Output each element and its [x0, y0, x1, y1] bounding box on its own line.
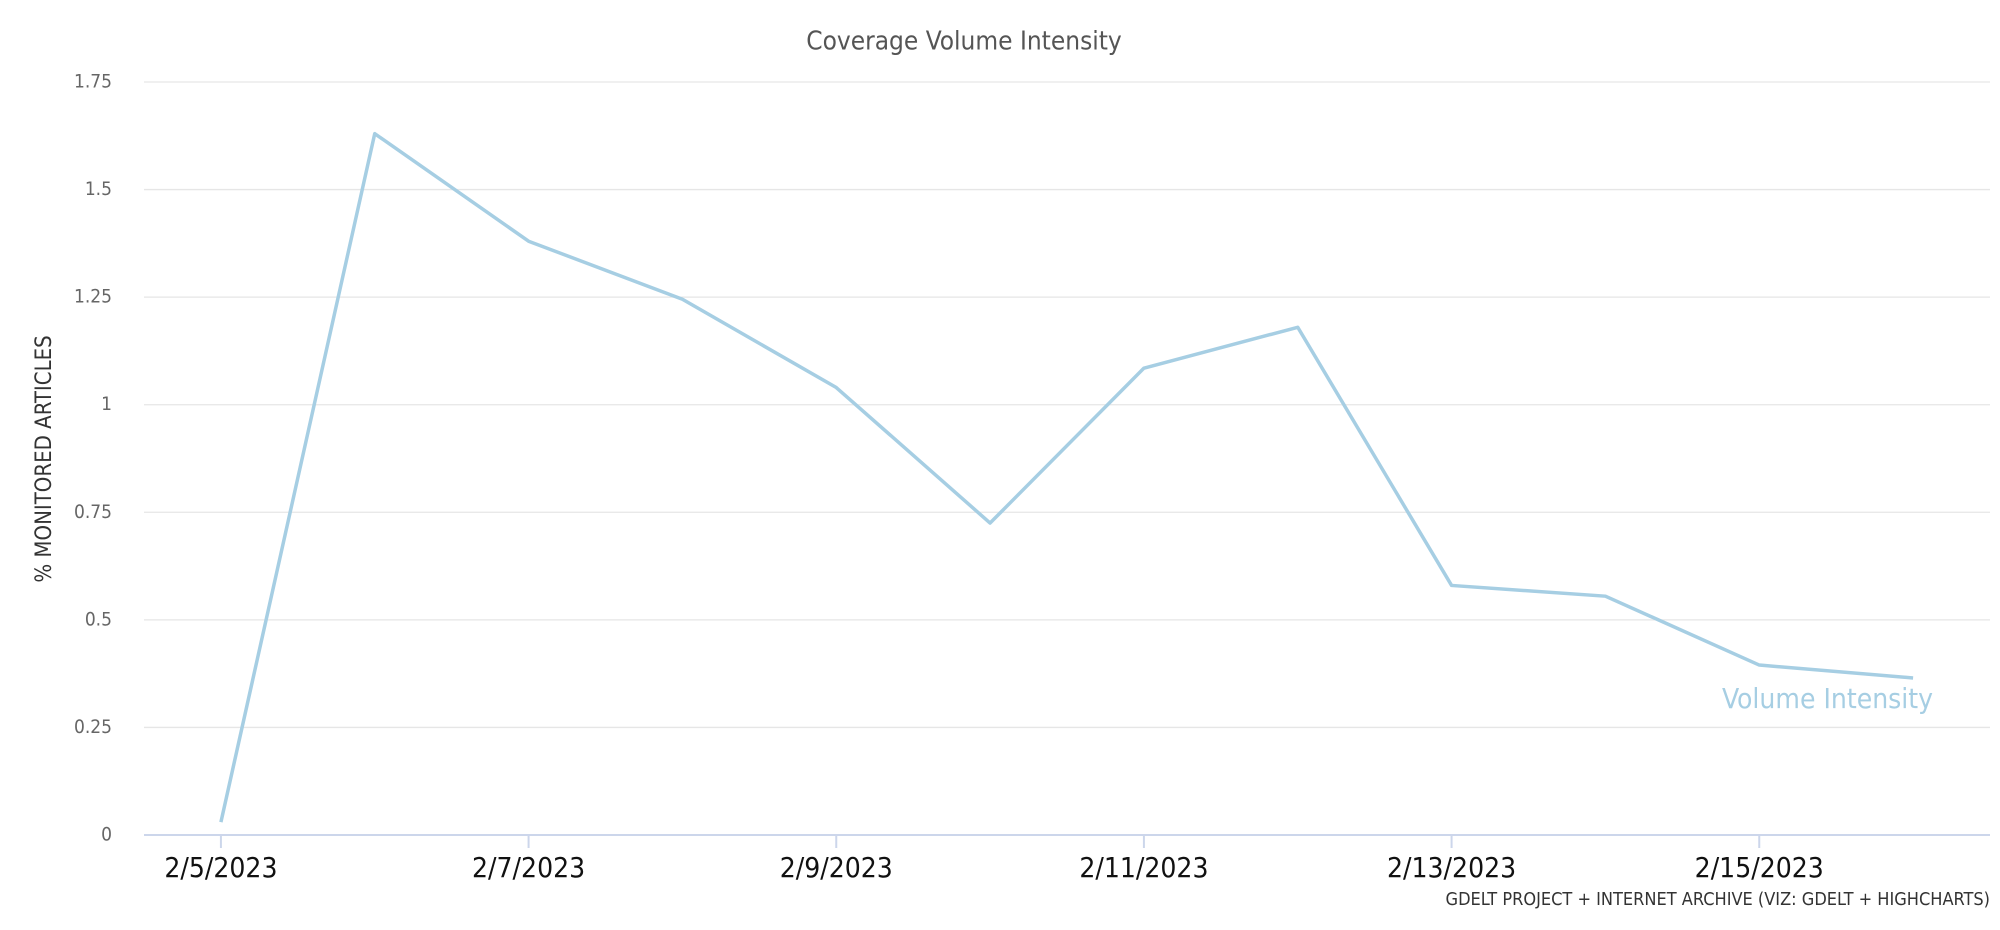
x-tick-label: 2/11/2023: [1079, 851, 1208, 884]
y-tick-label: 0: [101, 824, 112, 846]
y-tick-label: 1.5: [85, 178, 112, 200]
x-tick-label: 2/7/2023: [472, 851, 585, 884]
credit: GDELT PROJECT + INTERNET ARCHIVE (VIZ: G…: [1446, 889, 1990, 910]
x-tick-label: 2/9/2023: [780, 851, 893, 884]
y-tick-label: 0.25: [74, 716, 112, 738]
y-tick-label: 0.75: [74, 501, 112, 523]
y-tick-label: 1.75: [74, 71, 112, 93]
y-axis-label: % MONITORED ARTICLES: [32, 335, 57, 582]
y-tick-label: 1: [101, 393, 112, 415]
x-tick-label: 2/15/2023: [1695, 851, 1824, 884]
y-tick-label: 1.25: [74, 286, 112, 308]
x-tick-label: 2/5/2023: [164, 851, 277, 884]
series-label: Volume Intensity: [1722, 682, 1933, 715]
x-tick-label: 2/13/2023: [1387, 851, 1516, 884]
line-series: [219, 131, 1914, 823]
y-tick-label: 0.5: [85, 608, 112, 630]
chart-title: Coverage Volume Intensity: [806, 27, 1122, 57]
